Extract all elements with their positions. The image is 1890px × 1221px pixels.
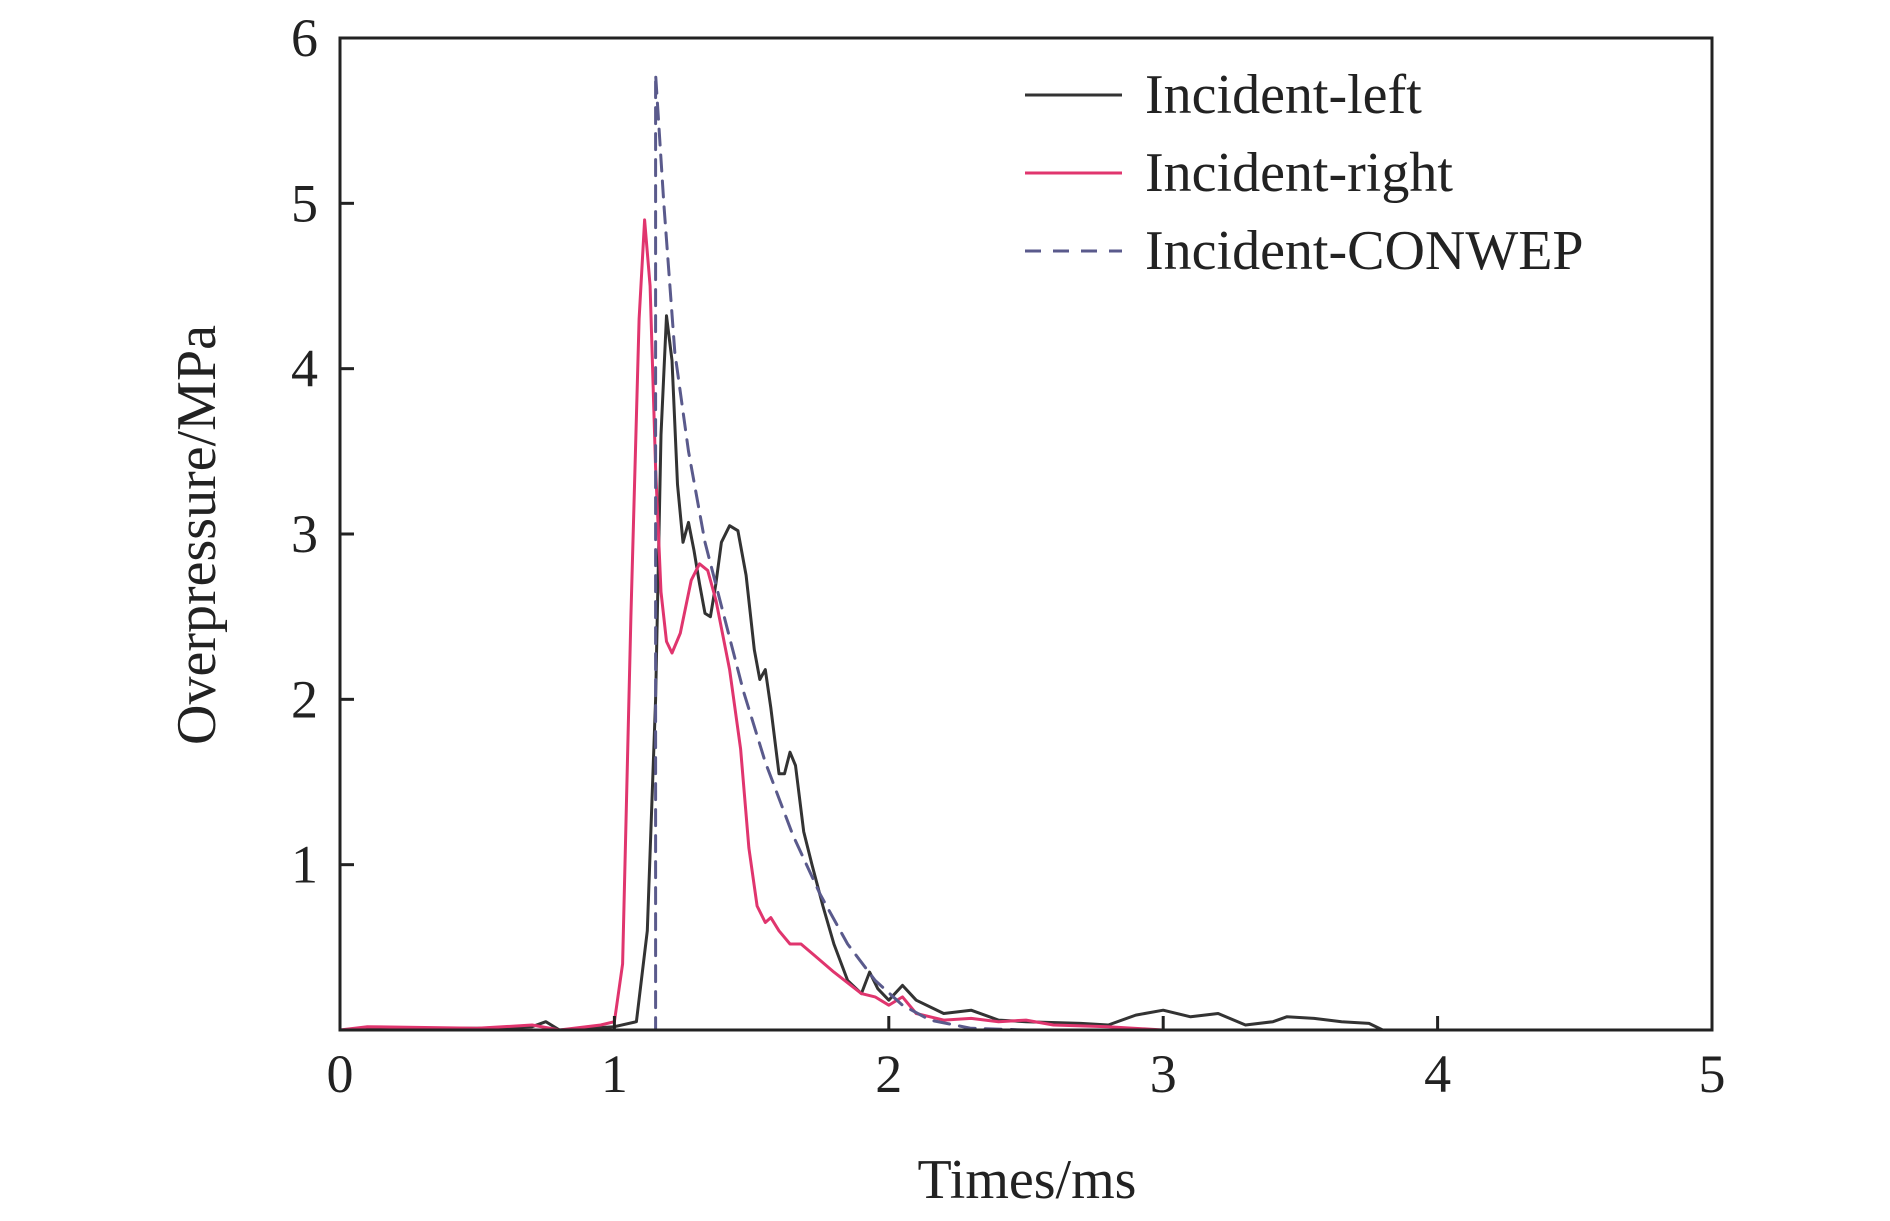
legend-label-incident-left: Incident-left	[1145, 64, 1422, 126]
y-tick-label: 5	[291, 173, 318, 233]
y-tick-label: 3	[291, 504, 318, 564]
x-tick-label: 3	[1150, 1044, 1177, 1104]
legend-label-incident-right: Incident-right	[1145, 142, 1453, 204]
ticks-layer: 0 1 2 3 4 5 1 2 3 4 5 6	[291, 8, 1726, 1104]
y-tick-label: 2	[291, 669, 318, 729]
series-line-incident-conwep	[338, 72, 1714, 1032]
x-tick-label: 4	[1424, 1044, 1451, 1104]
legend-label-incident-conwep: Incident-CONWEP	[1145, 220, 1584, 282]
legend: Incident-left Incident-right Incident-CONW…	[1025, 64, 1584, 282]
y-tick-label: 4	[291, 339, 318, 399]
y-tick-label: 6	[291, 8, 318, 68]
plot-frame	[338, 36, 1714, 1032]
x-tick-label: 1	[601, 1044, 628, 1104]
x-tick-label: 2	[875, 1044, 902, 1104]
series-line-incident-left	[338, 314, 1714, 1032]
series-layer	[338, 72, 1714, 1032]
y-tick-label: 1	[291, 835, 318, 895]
y-axis-label: Overpressure/MPa	[166, 325, 228, 745]
x-tick-label: 5	[1699, 1044, 1726, 1104]
x-tick-label: 0	[327, 1044, 354, 1104]
x-axis-label: Times/ms	[918, 1149, 1137, 1211]
series-line-incident-right	[338, 218, 1714, 1032]
